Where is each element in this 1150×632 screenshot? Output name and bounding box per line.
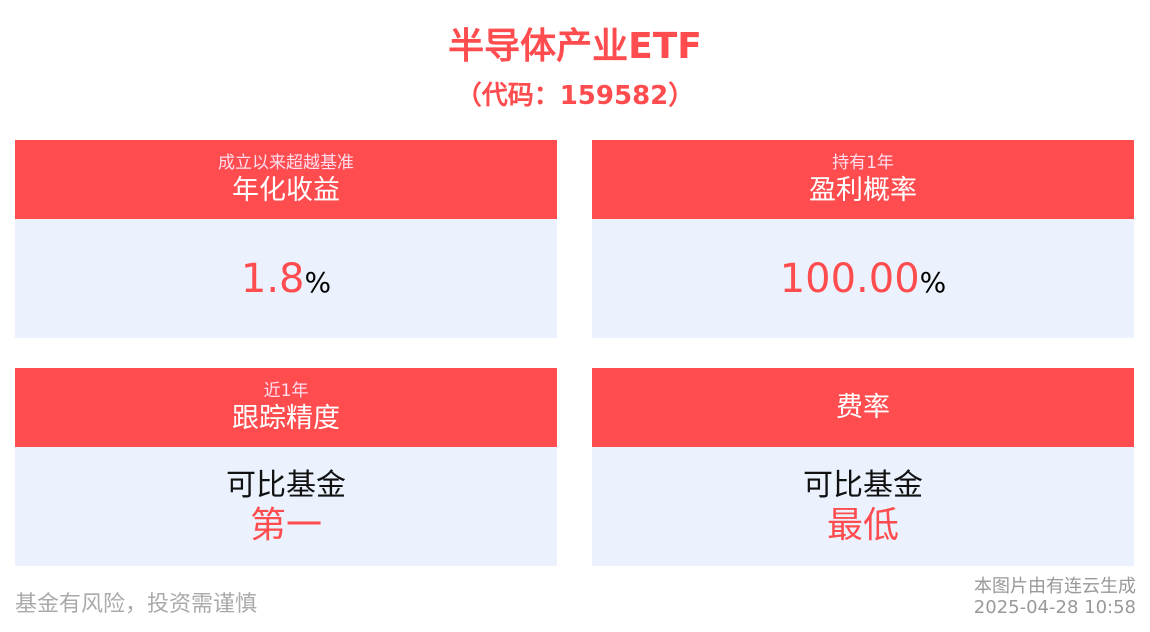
timestamp: 2025-04-28 10:58 (973, 597, 1136, 618)
page-title: 半导体产业ETF (448, 26, 702, 67)
card-line1: 可比基金 (226, 467, 346, 503)
fund-code: （代码：159582） (455, 81, 695, 111)
card-body: 1.8% (15, 219, 557, 338)
card-title: 跟踪精度 (232, 402, 340, 434)
card-title: 费率 (836, 391, 890, 423)
card-header: 费率 (592, 368, 1134, 447)
card-header: 成立以来超越基准 年化收益 (15, 140, 557, 219)
card-title: 盈利概率 (809, 174, 917, 206)
card-line2: 第一 (249, 504, 322, 546)
card-line1: 可比基金 (803, 467, 923, 503)
generated-by: 本图片由有连云生成 (974, 576, 1136, 597)
card-profit-probability: 持有1年 盈利概率 100.00% (592, 140, 1134, 338)
card-title: 年化收益 (232, 174, 340, 206)
card-header: 近1年 跟踪精度 (15, 368, 557, 447)
card-body: 100.00% (592, 219, 1134, 338)
card-body: 可比基金 最低 (592, 447, 1134, 566)
card-annualized-return: 成立以来超越基准 年化收益 1.8% (15, 140, 557, 338)
card-value: 100.00 (779, 255, 920, 302)
card-subtitle: 近1年 (263, 380, 309, 401)
card-header: 持有1年 盈利概率 (592, 140, 1134, 219)
footer-info: 本图片由有连云生成 2025-04-28 10:58 (974, 576, 1136, 618)
card-value: 1.8 (240, 255, 305, 302)
card-fee-rate: 费率 可比基金 最低 (592, 368, 1134, 566)
card-unit: % (304, 265, 332, 299)
card-body: 可比基金 第一 (15, 447, 557, 566)
card-subtitle: 持有1年 (832, 152, 894, 173)
card-line2: 最低 (826, 504, 899, 546)
card-tracking-accuracy: 近1年 跟踪精度 可比基金 第一 (15, 368, 557, 566)
card-unit: % (919, 265, 947, 299)
risk-disclaimer: 基金有风险，投资需谨慎 (15, 592, 258, 617)
card-subtitle: 成立以来超越基准 (218, 152, 354, 173)
